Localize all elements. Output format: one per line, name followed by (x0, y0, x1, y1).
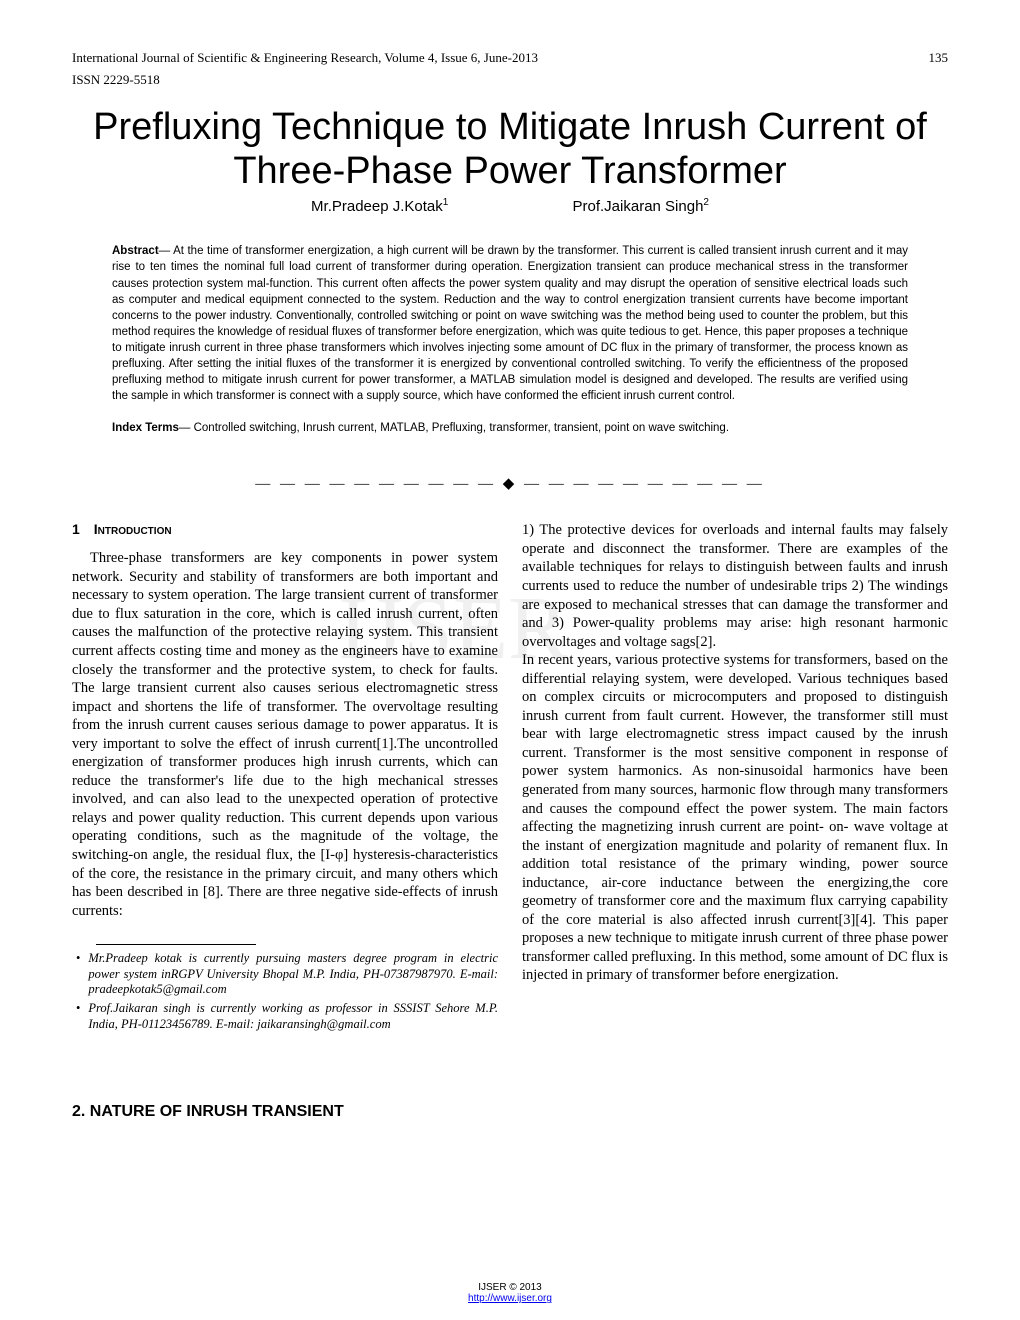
footer-copyright: IJSER © 2013 (0, 1282, 1020, 1293)
issn-line: ISSN 2229-5518 (72, 72, 948, 88)
author-2: Prof.Jaikaran Singh2 (573, 198, 709, 215)
journal-header: International Journal of Scientific & En… (72, 50, 948, 66)
abstract-label: Abstract (112, 245, 159, 257)
abstract-text: — At the time of transformer energizatio… (112, 245, 908, 402)
section-1-col2-p1: 1) The protective devices for overloads … (522, 521, 948, 651)
left-column: IJSER 1Introduction Three-phase transfor… (72, 521, 498, 1122)
index-terms-label: Index Terms (112, 422, 179, 434)
paper-title: Prefluxing Technique to Mitigate Inrush … (72, 106, 948, 193)
section-1-number: 1 (72, 521, 80, 537)
page-number: 135 (929, 50, 949, 66)
index-terms-text: — Controlled switching, Inrush current, … (179, 422, 729, 434)
bullet-icon: • (76, 951, 80, 998)
section-1-title: Introduction (94, 521, 172, 537)
index-terms-block: Index Terms— Controlled switching, Inrus… (112, 422, 908, 434)
author-1: Mr.Pradeep J.Kotak1 (311, 197, 448, 215)
footnotes-block: • Mr.Pradeep kotak is currently pursuing… (72, 951, 498, 1032)
section-1-col2-p2: In recent years, various protective syst… (522, 651, 948, 985)
page-footer: IJSER © 2013 http://www.ijser.org (0, 1282, 1020, 1304)
journal-name: International Journal of Scientific & En… (72, 50, 538, 66)
footnote-divider (96, 944, 256, 945)
footnote-1: • Mr.Pradeep kotak is currently pursuing… (72, 951, 498, 998)
footer-url[interactable]: http://www.ijser.org (468, 1293, 552, 1304)
section-2-heading: 2. NATURE OF INRUSH TRANSIENT (72, 1102, 498, 1122)
authors-block: Mr.Pradeep J.Kotak1 Prof.Jaikaran Singh2 (72, 197, 948, 215)
section-1-col1-text: Three-phase transformers are key compone… (72, 549, 498, 920)
section-1-heading: 1 Introduction (72, 521, 498, 539)
bullet-icon: • (76, 1001, 80, 1032)
footnote-2: • Prof.Jaikaran singh is currently worki… (72, 1001, 498, 1032)
abstract-block: Abstract— At the time of transformer ene… (112, 243, 908, 404)
content-columns: IJSER 1Introduction Three-phase transfor… (72, 521, 948, 1122)
separator: — — — — — — — — — — ◆ — — — — — — — — — … (72, 474, 948, 493)
right-column: 1) The protective devices for overloads … (522, 521, 948, 1122)
